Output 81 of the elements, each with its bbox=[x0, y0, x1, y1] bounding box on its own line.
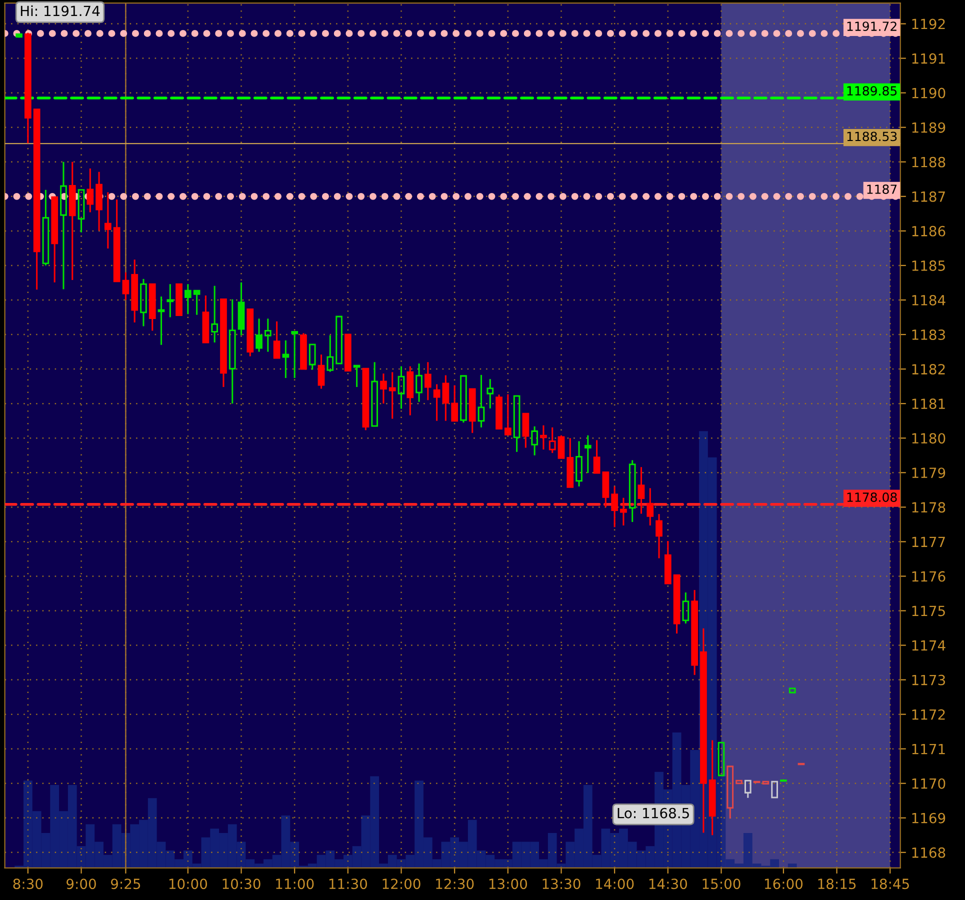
ref-line-label: 1191.72 bbox=[847, 22, 896, 32]
x-tick-label: 8:30 bbox=[13, 878, 43, 890]
candlestick bbox=[211, 285, 218, 344]
y-tick-label: 1186 bbox=[912, 226, 946, 236]
y-tick-label: 1177 bbox=[912, 536, 945, 547]
candlestick bbox=[478, 374, 485, 428]
candlestick bbox=[780, 779, 787, 782]
y-tick-label: 1173 bbox=[912, 674, 945, 686]
y-tick-label: 1180 bbox=[912, 433, 946, 444]
ref-line-label: 1188.53 bbox=[847, 132, 897, 142]
y-tick-label: 1175 bbox=[912, 606, 945, 616]
candlestick bbox=[433, 383, 440, 422]
ref-line-label: 1178.08 bbox=[847, 492, 897, 502]
x-tick-label: 10:00 bbox=[169, 878, 208, 890]
x-tick-label: 14:00 bbox=[596, 878, 634, 890]
candlestick bbox=[60, 161, 67, 290]
y-tick-label: 1181 bbox=[912, 398, 945, 410]
x-tick-label: 9:00 bbox=[66, 878, 96, 890]
y-tick-label: 1168 bbox=[912, 847, 946, 858]
candlestick bbox=[753, 780, 760, 784]
candlestick bbox=[131, 258, 138, 324]
candlestick bbox=[798, 762, 805, 766]
x-tick-label: 11:00 bbox=[276, 878, 314, 890]
candlestick bbox=[416, 362, 422, 403]
candlestick bbox=[708, 739, 716, 836]
ref-line-label: 1189.85 bbox=[847, 86, 897, 96]
candlestick bbox=[486, 378, 494, 410]
y-tick-label: 1174 bbox=[912, 640, 946, 651]
candlestick bbox=[388, 371, 396, 420]
annotation: Lo: 1168.5 bbox=[618, 808, 689, 818]
candlestick bbox=[691, 589, 698, 676]
x-tick-label: 16:00 bbox=[764, 878, 803, 890]
candlestick bbox=[104, 192, 112, 250]
y-tick-label: 1176 bbox=[912, 571, 946, 582]
x-tick-label: 12:00 bbox=[382, 878, 420, 890]
annotation: Hi: 1191.74 bbox=[20, 5, 100, 16]
y-tick-label: 1170 bbox=[912, 778, 946, 789]
y-tick-label: 1185 bbox=[912, 260, 945, 271]
x-tick-label: 13:30 bbox=[542, 878, 580, 890]
candlestick bbox=[620, 497, 627, 526]
y-tick-label: 1182 bbox=[912, 364, 945, 375]
candlestick bbox=[256, 318, 262, 353]
x-tick-label: 9:25 bbox=[110, 878, 140, 890]
candlestick bbox=[646, 487, 654, 526]
ref-line-label: 1187 bbox=[867, 184, 897, 194]
y-tick-label: 1178 bbox=[912, 502, 946, 513]
candlestick bbox=[398, 366, 405, 410]
x-tick-label: 11:30 bbox=[329, 878, 368, 890]
y-tick-label: 1191 bbox=[912, 53, 945, 64]
x-tick-label: 10:30 bbox=[222, 878, 260, 890]
candlestick bbox=[166, 283, 174, 318]
candlestick bbox=[282, 340, 290, 379]
y-tick-label: 1187 bbox=[912, 191, 945, 202]
y-tick-label: 1192 bbox=[912, 18, 945, 30]
candlestick bbox=[140, 278, 147, 327]
candlestick bbox=[184, 283, 192, 315]
x-tick-label: 18:15 bbox=[818, 878, 856, 890]
y-tick-label: 1172 bbox=[912, 709, 945, 720]
x-tick-label: 15:00 bbox=[702, 878, 740, 890]
candlestick bbox=[264, 318, 272, 353]
y-tick-label: 1179 bbox=[912, 468, 946, 478]
x-tick-label: 13:00 bbox=[489, 878, 528, 890]
y-tick-label: 1188 bbox=[912, 156, 946, 168]
y-tick-label: 1171 bbox=[912, 744, 945, 754]
candlestick bbox=[158, 296, 165, 346]
candlestick bbox=[424, 361, 432, 401]
x-tick-label: 14:30 bbox=[649, 878, 687, 890]
candlestick bbox=[68, 161, 76, 281]
y-tick-label: 1190 bbox=[912, 88, 946, 98]
y-tick-label: 1183 bbox=[912, 329, 945, 340]
x-tick-label: 12:30 bbox=[436, 878, 474, 890]
x-tick-label: 18:45 bbox=[872, 878, 909, 890]
y-tick-label: 1169 bbox=[912, 812, 946, 824]
candlestick bbox=[638, 466, 645, 514]
y-tick-label: 1189 bbox=[912, 122, 946, 133]
candlestick bbox=[96, 171, 102, 232]
candlestick bbox=[228, 298, 236, 404]
y-tick-label: 1184 bbox=[912, 294, 946, 306]
candlestick bbox=[584, 434, 592, 474]
candlestick bbox=[540, 424, 547, 450]
bar bbox=[788, 864, 797, 868]
